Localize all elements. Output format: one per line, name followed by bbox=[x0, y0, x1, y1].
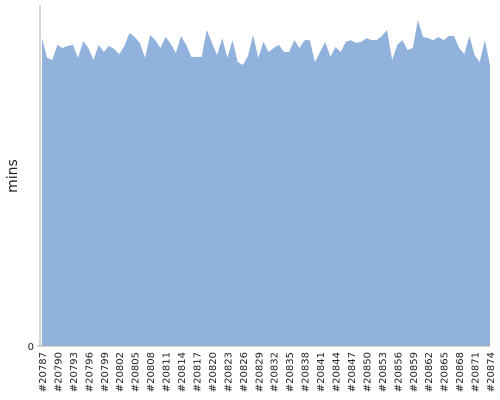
x-tick-label: #20802 bbox=[115, 352, 126, 392]
x-tick-label: #20853 bbox=[378, 352, 389, 392]
x-tick-label: #20790 bbox=[53, 352, 64, 392]
x-tick-label: #20865 bbox=[440, 352, 451, 392]
y-tick-label: 0 bbox=[28, 342, 34, 353]
x-tick-label: #20787 bbox=[38, 352, 49, 392]
x-tick-label: #20862 bbox=[424, 352, 435, 392]
x-tick-label: #20799 bbox=[100, 352, 111, 392]
x-tick-label: #20823 bbox=[223, 352, 234, 392]
x-tick-label: #20838 bbox=[301, 352, 312, 392]
x-tick-label: #20844 bbox=[332, 352, 343, 392]
x-tick-label: #20835 bbox=[285, 352, 296, 392]
x-tick-label: #20847 bbox=[347, 352, 358, 392]
x-tick-label: #20871 bbox=[471, 352, 482, 392]
x-tick-label: #20796 bbox=[84, 352, 95, 392]
x-tick-label: #20829 bbox=[254, 352, 265, 392]
x-tick-label: #20859 bbox=[409, 352, 420, 392]
x-tick-label: #20793 bbox=[69, 352, 80, 392]
x-tick-label: #20868 bbox=[455, 352, 466, 392]
x-tick-label: #20826 bbox=[239, 352, 250, 392]
x-tick-label: #20820 bbox=[208, 352, 219, 392]
x-tick-label: #20817 bbox=[192, 352, 203, 392]
x-tick-label: #20808 bbox=[146, 352, 157, 392]
x-tick-label: #20856 bbox=[393, 352, 404, 392]
y-axis-label: mins bbox=[5, 159, 21, 193]
x-tick-label: #20850 bbox=[362, 352, 373, 392]
area bbox=[42, 20, 490, 347]
x-tick-label: #20814 bbox=[177, 352, 188, 392]
x-tick-label: #20841 bbox=[316, 352, 327, 392]
x-tick-label: #20805 bbox=[131, 352, 142, 392]
x-tick-label: #20811 bbox=[162, 352, 173, 392]
x-tick-label: #20832 bbox=[270, 352, 281, 392]
x-tick-label: #20874 bbox=[486, 352, 497, 392]
